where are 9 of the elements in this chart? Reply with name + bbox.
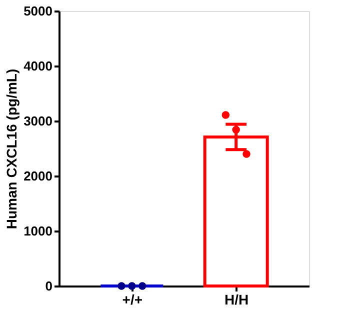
x-tick-label: +/+ (122, 292, 143, 308)
y-tick-label: 0 (45, 278, 52, 294)
y-axis-title: Human CXCL16 (pg/mL) (4, 68, 20, 230)
x-tick-label: H/H (224, 292, 249, 308)
y-tick-label: 4000 (24, 58, 52, 74)
y-tick-label: 1000 (24, 224, 52, 238)
y-tick-label: 2000 (24, 168, 52, 184)
y-tick-label: 5000 (24, 4, 52, 18)
y-tick-label: 3000 (24, 114, 52, 128)
